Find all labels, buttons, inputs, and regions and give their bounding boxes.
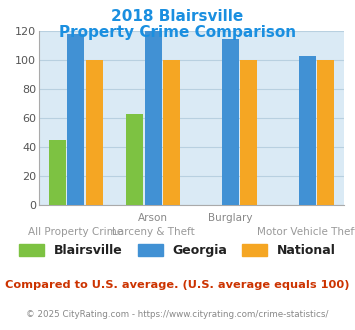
Text: Compared to U.S. average. (U.S. average equals 100): Compared to U.S. average. (U.S. average … — [5, 280, 350, 290]
Bar — [240, 60, 257, 205]
Text: © 2025 CityRating.com - https://www.cityrating.com/crime-statistics/: © 2025 CityRating.com - https://www.city… — [26, 310, 329, 319]
Text: Property Crime Comparison: Property Crime Comparison — [59, 25, 296, 40]
Text: Motor Vehicle Theft: Motor Vehicle Theft — [257, 227, 355, 237]
Bar — [222, 39, 239, 205]
Bar — [86, 60, 103, 205]
Text: Arson: Arson — [138, 213, 168, 223]
Bar — [317, 60, 334, 205]
Legend: Blairsville, Georgia, National: Blairsville, Georgia, National — [14, 239, 341, 262]
Bar — [299, 56, 316, 205]
Text: Burglary: Burglary — [208, 213, 252, 223]
Bar — [126, 114, 143, 205]
Text: All Property Crime: All Property Crime — [28, 227, 124, 237]
Bar — [67, 34, 84, 205]
Bar — [163, 60, 180, 205]
Bar — [49, 140, 66, 205]
Bar — [144, 31, 162, 205]
Text: Larceny & Theft: Larceny & Theft — [112, 227, 195, 237]
Text: 2018 Blairsville: 2018 Blairsville — [111, 9, 244, 24]
